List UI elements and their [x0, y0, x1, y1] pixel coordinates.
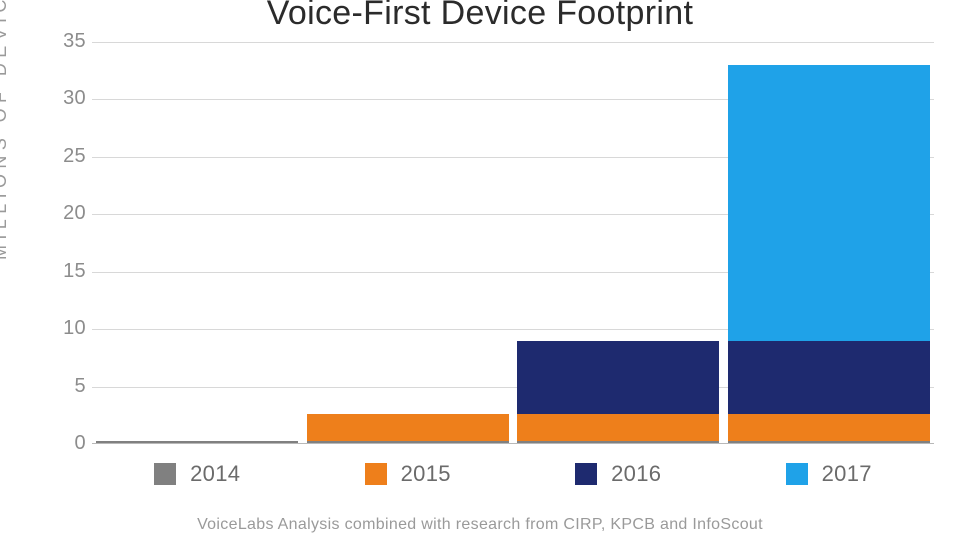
y-tick-label: 15 [36, 260, 86, 283]
source-note: VoiceLabs Analysis combined with researc… [0, 516, 960, 534]
plot-area [92, 42, 934, 444]
legend-item: 2016 [513, 454, 724, 494]
legend-item: 2015 [303, 454, 514, 494]
y-tick-label: 0 [36, 432, 86, 455]
bar [728, 42, 930, 444]
legend-item: 2014 [92, 454, 303, 494]
y-axis-title: MILLIONS OF DEVICES [0, 0, 11, 260]
y-tick-label: 30 [36, 87, 86, 110]
y-tick-label: 5 [36, 375, 86, 398]
bars-group [92, 42, 934, 444]
x-axis-baseline [92, 443, 934, 444]
y-tick-label: 25 [36, 145, 86, 168]
bar-segment [307, 414, 509, 440]
y-tick-label: 20 [36, 202, 86, 225]
legend-label: 2016 [611, 461, 661, 487]
chart-container: Voice-First Device Footprint MILLIONS OF… [0, 0, 960, 540]
legend-swatch [154, 463, 176, 485]
legend-label: 2014 [190, 461, 240, 487]
bar [96, 42, 298, 444]
legend-swatch [575, 463, 597, 485]
bar-segment [517, 414, 719, 440]
bar [517, 42, 719, 444]
legend-label: 2017 [822, 461, 872, 487]
bar [307, 42, 509, 444]
bar-segment [728, 341, 930, 415]
legend-swatch [365, 463, 387, 485]
legend: 2014 2015 2016 2017 [92, 454, 934, 494]
legend-item: 2017 [724, 454, 935, 494]
bar-segment [728, 65, 930, 341]
bar-segment [517, 341, 719, 415]
y-tick-label: 35 [36, 30, 86, 53]
bar-segment [728, 414, 930, 440]
legend-swatch [786, 463, 808, 485]
y-tick-label: 10 [36, 317, 86, 340]
chart-title: Voice-First Device Footprint [0, 0, 960, 33]
legend-label: 2015 [401, 461, 451, 487]
